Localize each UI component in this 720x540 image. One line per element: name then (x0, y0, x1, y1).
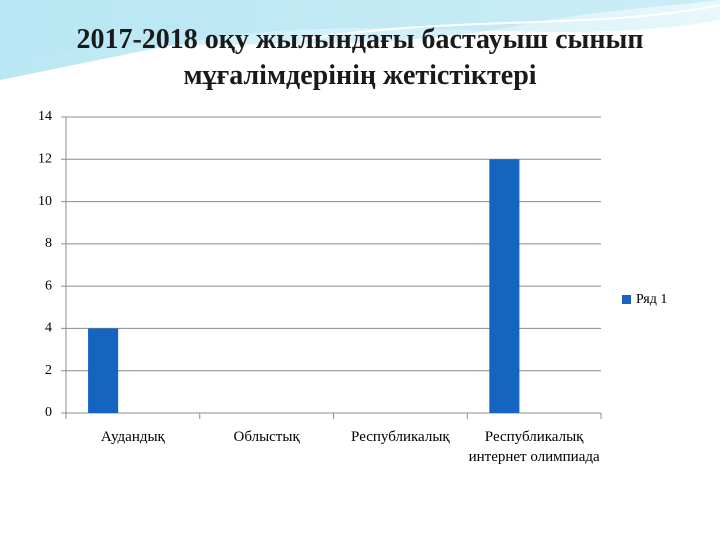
y-tick-label: 6 (45, 278, 52, 293)
legend-swatch (622, 295, 631, 304)
chart-title: 2017-2018 оқу жылындағы бастауыш сынып м… (76, 24, 644, 91)
x-tick-label: Республикалық интернет олимпиада (468, 429, 600, 465)
y-tick-label: 10 (38, 194, 52, 209)
legend-label: Ряд 1 (636, 292, 667, 307)
y-tick-label: 14 (38, 109, 52, 124)
bar (489, 159, 520, 413)
y-tick-label: 12 (38, 152, 52, 167)
y-tick-label: 0 (45, 405, 52, 420)
x-tick-label: Аудандық (100, 429, 165, 445)
y-tick-label: 4 (45, 321, 52, 336)
y-tick-label: 2 (45, 363, 52, 378)
x-tick-label: Республикалық (351, 429, 450, 445)
decor-line (299, 4, 720, 41)
y-tick-label: 8 (45, 236, 52, 251)
decor-wave (0, 0, 720, 60)
x-tick-label: Облыстық (233, 429, 300, 445)
bar (88, 328, 119, 413)
